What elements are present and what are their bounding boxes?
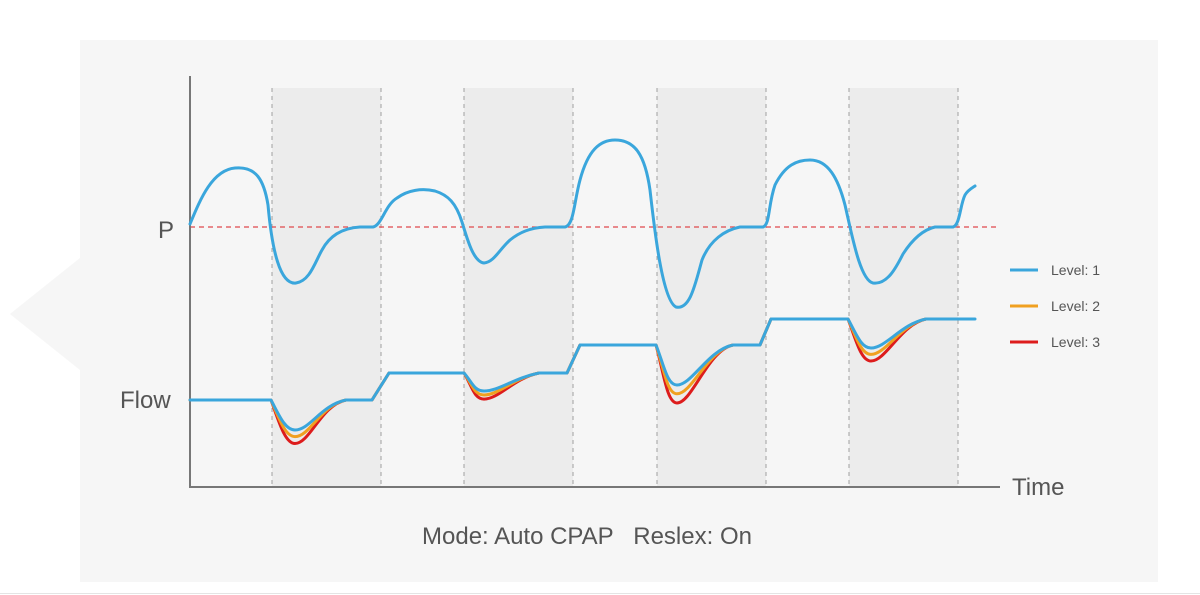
shaded-interval-2 — [464, 88, 573, 487]
shaded-interval-1 — [272, 88, 381, 487]
flow-axis-label: Flow — [120, 387, 171, 414]
legend-label-level-2: Level: 2 — [1051, 298, 1100, 314]
chart-panel — [80, 40, 1158, 582]
panel-pointer-arrow — [10, 258, 80, 370]
shaded-interval-4 — [849, 88, 958, 487]
pressure-axis-label: P — [158, 217, 174, 244]
legend: Level: 1 Level: 2 Level: 3 — [1010, 262, 1100, 350]
mode-caption: Mode: Auto CPAP Reslex: On — [422, 523, 752, 550]
legend-label-level-3: Level: 3 — [1051, 334, 1100, 350]
pressure-waveform-level-1 — [188, 138, 977, 309]
shaded-interval-3 — [657, 88, 766, 487]
legend-entry-level-1: Level: 1 — [1010, 262, 1100, 278]
expiration-shaded-regions — [272, 88, 958, 487]
bottom-divider — [0, 593, 1200, 594]
phase-divider-lines — [271, 88, 959, 487]
legend-label-level-1: Level: 1 — [1051, 262, 1100, 278]
legend-entry-level-2: Level: 2 — [1010, 298, 1100, 314]
legend-entry-level-3: Level: 3 — [1010, 334, 1100, 350]
flow-series-level-1 — [188, 317, 977, 432]
x-axis-label: Time — [1012, 474, 1064, 501]
